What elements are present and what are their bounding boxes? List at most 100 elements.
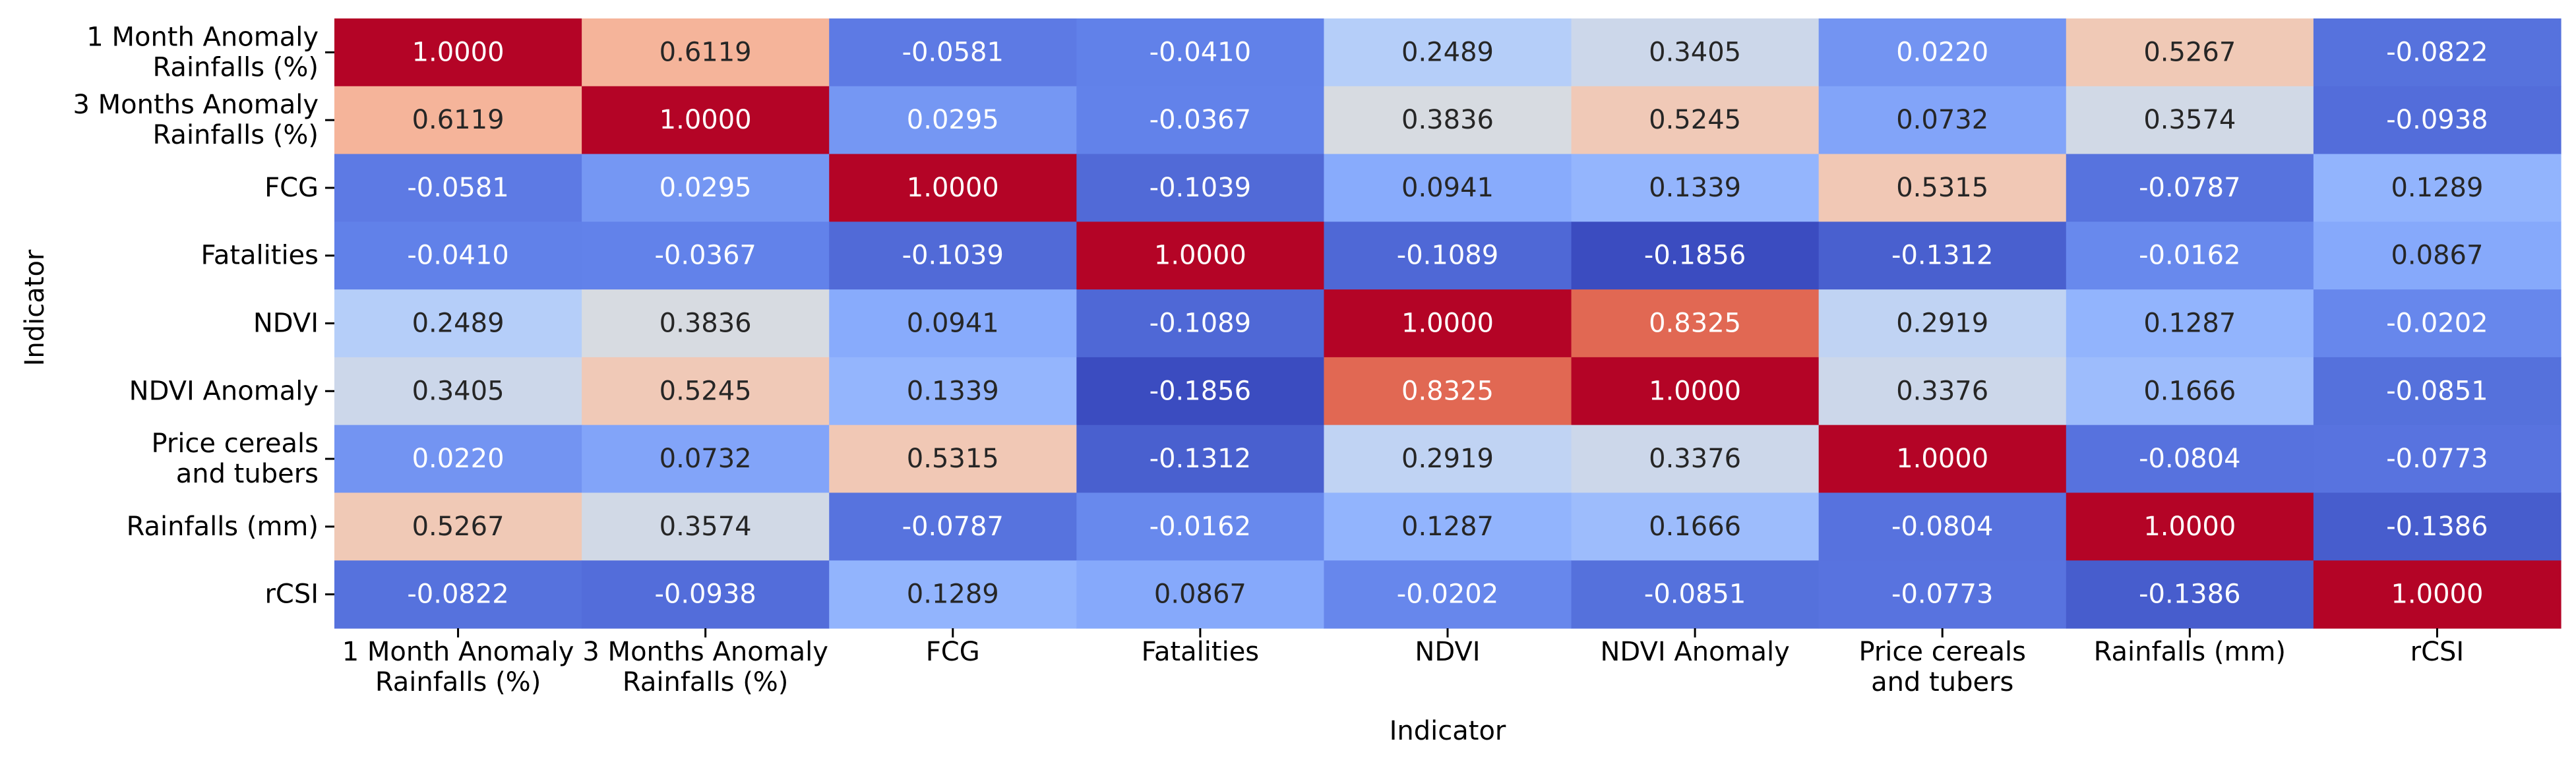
cell-value-label: 1.0000 [907, 173, 999, 203]
heatmap-cell [1571, 425, 1820, 494]
heatmap-cell [582, 154, 830, 222]
heatmap-cell [582, 289, 830, 358]
cell-value-label: -0.0367 [1150, 105, 1251, 135]
heatmap-cell [334, 86, 582, 155]
x-axis-label: Indicator [1390, 716, 1506, 746]
cell-value-label: 0.8325 [1649, 309, 1741, 339]
heatmap-cell [829, 492, 1077, 561]
cell-value-label: 0.3574 [2143, 105, 2236, 135]
heatmap-cell [1818, 86, 2067, 155]
heatmap-cell [582, 425, 830, 494]
cell-value-label: 0.1339 [1649, 173, 1741, 203]
cell-value-label: 0.3405 [1649, 37, 1741, 67]
heatmap-cell [334, 221, 582, 290]
heatmap-cell [1571, 289, 1820, 358]
cell-value-label: -0.1312 [1891, 241, 1993, 271]
heatmap-cell [2066, 18, 2314, 87]
y-tick-label: 3 Months Anomaly Rainfalls (%) [73, 90, 319, 150]
cell-value-label: 0.0867 [2391, 241, 2483, 271]
cell-value-label: 0.1289 [907, 579, 999, 610]
heatmap-cell [2066, 425, 2314, 494]
heatmap-cell [582, 560, 830, 629]
cell-value-label: -0.1856 [1150, 376, 1251, 406]
cell-value-label: -0.0202 [1397, 579, 1498, 610]
x-tick-label: NDVI [1415, 637, 1480, 667]
cell-value-label: -0.0773 [2386, 444, 2488, 474]
x-tick-label: 3 Months Anomaly Rainfalls (%) [582, 637, 828, 697]
heatmap-cell [1076, 492, 1325, 561]
heatmap-cell [829, 154, 1077, 222]
heatmap-cell [1818, 425, 2067, 494]
cell-value-label: 0.5315 [907, 444, 999, 474]
x-axis: 1 Month Anomaly Rainfalls (%)3 Months Ano… [342, 628, 2464, 697]
cell-value-label: 1.0000 [1649, 376, 1741, 406]
cell-value-label: 0.5267 [412, 512, 505, 542]
cell-value-label: -0.0410 [407, 241, 508, 271]
heatmap-cell [1324, 18, 1572, 87]
heatmap-cell [2066, 221, 2314, 290]
cell-value-label: -0.0581 [407, 173, 508, 203]
heatmap-cell [1324, 425, 1572, 494]
heatmap-cell [2066, 86, 2314, 155]
heatmap-cell [334, 154, 582, 222]
y-tick-label: NDVI Anomaly [129, 376, 319, 406]
cell-value-label: -0.0804 [2139, 444, 2240, 474]
y-tick-label: FCG [264, 173, 319, 203]
heatmap-cell [2066, 492, 2314, 561]
heatmap-cell [582, 18, 830, 87]
heatmap-cell [2066, 154, 2314, 222]
cell-value-label: -0.1089 [1150, 309, 1251, 339]
heatmap-cell [1324, 154, 1572, 222]
heatmap-cell [829, 425, 1077, 494]
heatmap-cell [1324, 221, 1572, 290]
cell-value-label: 0.0295 [907, 105, 999, 135]
heatmap-cell [582, 492, 830, 561]
heatmap-cell [1818, 357, 2067, 426]
heatmap-cell [334, 289, 582, 358]
cell-value-label: -0.0202 [2386, 309, 2488, 339]
cell-value-label: 0.0941 [1401, 173, 1494, 203]
heatmap-cell [1818, 221, 2067, 290]
heatmap-cell [829, 289, 1077, 358]
y-tick-label: Rainfalls (mm) [127, 512, 319, 542]
heatmap-cell [334, 18, 582, 87]
heatmap-cell [1076, 560, 1325, 629]
heatmap-cell [334, 492, 582, 561]
cell-value-label: -0.0162 [2139, 241, 2240, 271]
heatmap-cell [1076, 425, 1325, 494]
heatmap-cells: 1.0000 0.6119 -0.0581 -0.0410 0.2489 0.3405 0.… [334, 18, 2561, 629]
cell-value-label: 0.2489 [1401, 37, 1494, 67]
cell-value-label: -0.0787 [2139, 173, 2240, 203]
cell-value-label: 0.0220 [1896, 37, 1988, 67]
cell-value-label: 0.3405 [412, 376, 505, 406]
cell-value-label: 0.2919 [1401, 444, 1494, 474]
heatmap-cell [1076, 221, 1325, 290]
heatmap-cell [582, 357, 830, 426]
x-tick-label: Price cereals and tubers [1858, 637, 2026, 697]
cell-value-label: 0.2919 [1896, 309, 1988, 339]
cell-value-label: 0.1287 [2143, 309, 2236, 339]
heatmap-cell [2066, 357, 2314, 426]
heatmap-cell [1571, 18, 1820, 87]
heatmap-cell [1076, 86, 1325, 155]
cell-value-label: -0.0822 [407, 579, 508, 610]
cell-value-label: 0.0220 [412, 444, 505, 474]
x-tick-label: Rainfalls (mm) [2094, 637, 2286, 667]
cell-value-label: 0.3574 [659, 512, 752, 542]
heatmap-cell [2313, 289, 2561, 358]
cell-value-label: -0.1039 [902, 241, 1004, 271]
x-tick-label: FCG [926, 637, 980, 667]
heatmap-cell [1076, 289, 1325, 358]
cell-value-label: 0.1339 [907, 376, 999, 406]
cell-value-label: 0.1666 [1649, 512, 1741, 542]
heatmap-cell [1324, 357, 1572, 426]
cell-value-label: 0.5267 [2143, 37, 2236, 67]
cell-value-label: 0.6119 [659, 37, 752, 67]
y-tick-label: NDVI [253, 309, 319, 339]
cell-value-label: 1.0000 [1154, 241, 1246, 271]
cell-value-label: 0.3836 [659, 309, 752, 339]
x-tick-label: Fatalities [1142, 637, 1260, 667]
heatmap-cell [582, 86, 830, 155]
heatmap-cell [1324, 289, 1572, 358]
